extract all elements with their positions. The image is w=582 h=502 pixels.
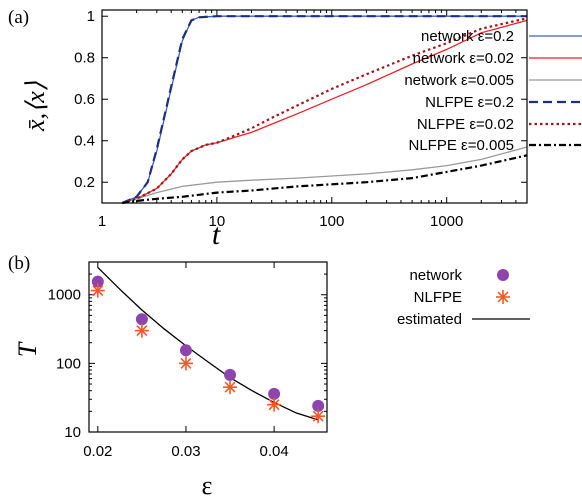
x-tick-label-a: 10 <box>209 213 226 230</box>
x-axis-label-a: t <box>212 218 221 251</box>
point-network <box>179 344 192 357</box>
point-network <box>91 275 104 288</box>
asterisk-stroke <box>497 291 509 303</box>
y-tick-label-b: 1000 <box>48 287 81 304</box>
legend-a-label: network ε=0.005 <box>404 72 514 89</box>
asterisk-stroke <box>312 410 324 422</box>
series-a-5 <box>122 154 528 205</box>
asterisk-stroke <box>268 399 280 411</box>
point-network <box>268 387 281 400</box>
series-a-3 <box>121 15 527 205</box>
legend-a-label: NLFPE ε=0.2 <box>425 94 514 111</box>
y-tick-label-b: 100 <box>56 355 81 372</box>
legend-a-label: NLFPE ε=0.005 <box>409 137 515 154</box>
point-network <box>312 399 325 412</box>
legend-a-label: network ε=0.2 <box>421 28 514 45</box>
asterisk-stroke <box>136 325 148 337</box>
y-axis-label-b: T <box>13 341 42 357</box>
legend-a-label: NLFPE ε=0.02 <box>417 116 514 133</box>
legend-b-label: estimated <box>397 311 462 328</box>
point-network <box>135 313 148 326</box>
point-nlfpe <box>90 283 105 298</box>
x-tick-label-a: 1 <box>98 213 106 230</box>
y-tick-label-a: 0.8 <box>74 50 95 67</box>
point-nlfpe <box>267 397 282 412</box>
series-a-4 <box>121 17 528 205</box>
asterisk-stroke <box>92 285 104 297</box>
legend-b-network-marker <box>497 269 509 281</box>
y-tick-label-a: 0.6 <box>74 91 95 108</box>
y-tick-label-a: 0.2 <box>74 174 95 191</box>
asterisk-stroke <box>180 357 192 369</box>
x-tick-label-a: 100 <box>319 213 344 230</box>
legend-a-label: network ε=0.02 <box>413 50 514 67</box>
point-nlfpe <box>223 380 238 395</box>
y-tick-label-a: 0.4 <box>74 133 95 150</box>
x-tick-label-b: 0.03 <box>171 443 200 460</box>
y-tick-label-b: 10 <box>64 424 81 441</box>
series-a-1 <box>122 19 528 204</box>
series-a-2 <box>122 146 528 204</box>
series-b-estimated <box>97 266 319 421</box>
plot-frame-b <box>88 261 328 433</box>
asterisk-stroke <box>224 381 236 393</box>
x-tick-label-a: 1000 <box>430 213 463 230</box>
panel-a-label: (a) <box>8 7 29 28</box>
legend-b-label: NLFPE <box>414 289 462 306</box>
x-tick-label-b: 0.04 <box>260 443 289 460</box>
legend-b-label: network <box>409 267 462 284</box>
y-tick-label-a: 1 <box>87 8 95 25</box>
point-network <box>224 368 237 381</box>
x-tick-label-b: 0.02 <box>83 443 112 460</box>
point-nlfpe <box>134 323 149 338</box>
legend-b-nlfpe-marker <box>496 290 510 304</box>
y-axis-label-a: x̄,⟨x⟩ <box>21 81 50 132</box>
point-nlfpe <box>311 409 326 424</box>
x-axis-label-b: ε <box>202 471 213 500</box>
panel-b-label: (b) <box>8 253 30 274</box>
point-nlfpe <box>178 356 193 371</box>
plot-frame-a <box>101 9 528 204</box>
